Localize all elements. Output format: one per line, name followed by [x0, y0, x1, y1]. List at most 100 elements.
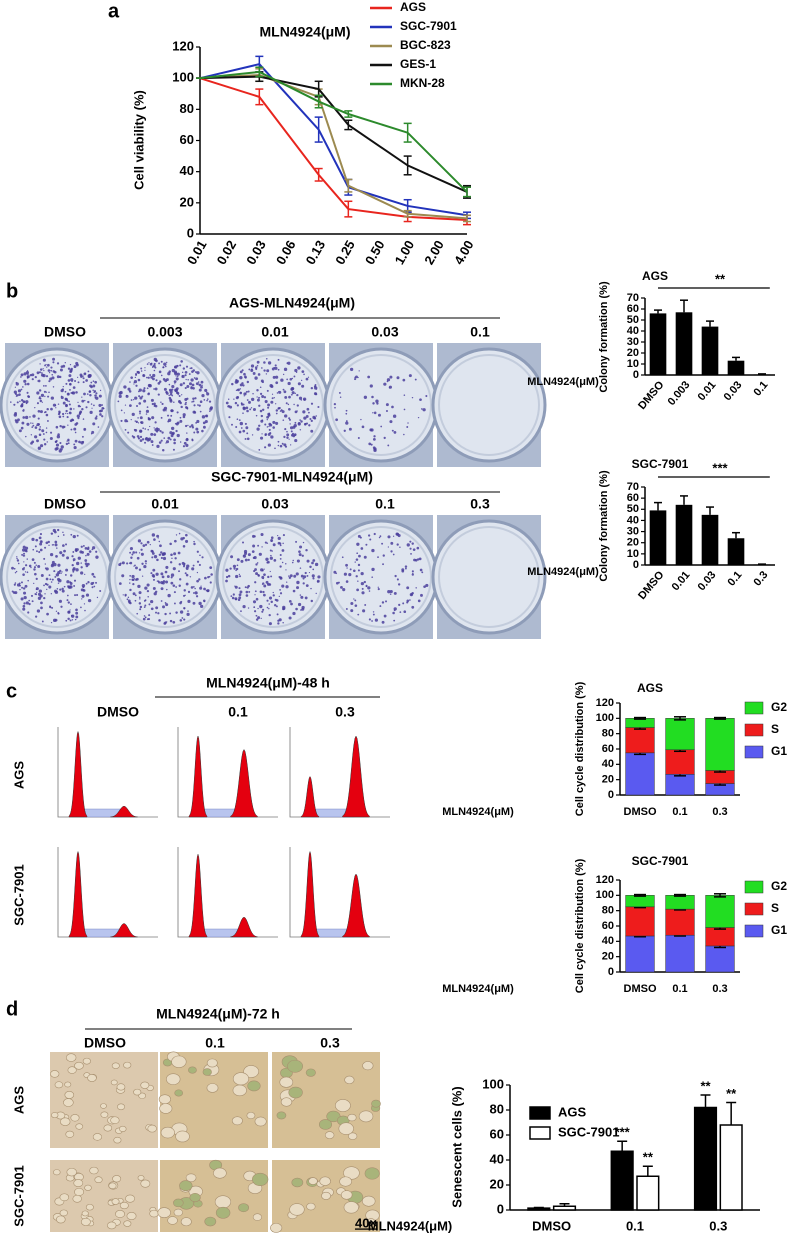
colony-dot — [152, 568, 156, 572]
colony-dot — [251, 434, 254, 436]
colony-dot — [174, 422, 177, 425]
colony-dot — [125, 394, 128, 397]
magnification: 40× — [355, 1215, 377, 1230]
bar — [727, 360, 745, 375]
colony-dot — [20, 581, 23, 584]
colony-dot — [158, 370, 162, 374]
colony-dot — [83, 392, 86, 396]
colony-dot — [51, 376, 55, 380]
colony-dot — [201, 429, 204, 433]
colony-dot — [33, 568, 36, 571]
colony-dot — [260, 379, 264, 383]
colony-dot — [356, 588, 359, 592]
colony-dot — [409, 540, 412, 543]
colony-dot — [155, 359, 158, 363]
colony-dot — [34, 435, 38, 439]
colony-dot — [138, 602, 142, 605]
cell — [213, 1167, 227, 1179]
colony-dot — [26, 391, 29, 394]
colony-dot — [355, 558, 359, 561]
colony-dot — [257, 573, 260, 577]
colony-dot — [117, 400, 120, 403]
colony-dot — [39, 444, 44, 448]
cell — [321, 1191, 331, 1200]
colony-dot — [242, 412, 244, 414]
colony-dot — [45, 384, 47, 387]
colony-dot — [389, 593, 392, 595]
cell — [280, 1097, 293, 1107]
colony-dot — [195, 595, 199, 598]
colony-dot — [75, 615, 79, 619]
colony-dot — [373, 411, 377, 415]
colony-dot — [17, 418, 20, 422]
colony-dot — [31, 537, 35, 541]
colony-dot — [76, 561, 80, 566]
colony-dot — [40, 393, 45, 397]
cell — [334, 1099, 351, 1112]
significance-label: ** — [726, 1086, 737, 1101]
colony-dot — [13, 567, 16, 570]
colony-dot — [239, 575, 242, 578]
colony-dot — [381, 601, 385, 604]
colony-dot — [135, 566, 138, 570]
bar-segment — [665, 934, 695, 973]
colony-dot — [121, 561, 125, 565]
colony-dot — [149, 425, 151, 428]
colony-dot — [297, 421, 301, 425]
colony-dot — [279, 444, 283, 448]
dish — [0, 519, 115, 635]
colony-dot — [265, 357, 268, 360]
colony-dot — [243, 395, 245, 397]
colony-dot — [309, 565, 312, 569]
colony-dot — [90, 403, 93, 405]
colony-dot — [256, 398, 260, 402]
colony-dot — [21, 553, 24, 556]
colony-dot — [387, 444, 390, 447]
colony-dot — [361, 591, 365, 595]
cell — [123, 1220, 132, 1227]
colony-dot — [242, 406, 246, 410]
colony-dot — [277, 622, 280, 625]
colony-dot — [137, 422, 140, 424]
colony-dot — [265, 580, 269, 584]
colony-dot — [360, 418, 362, 421]
colony-dot — [91, 586, 94, 589]
colony-dot — [151, 416, 155, 420]
colony-dot — [239, 383, 243, 387]
colony-dot — [240, 402, 243, 404]
dish — [107, 519, 223, 635]
colony-dot — [44, 593, 46, 595]
colony-dot — [80, 588, 84, 592]
colony-dot — [361, 587, 364, 590]
colony-dot — [357, 534, 361, 538]
colony-dot — [277, 534, 279, 537]
colony-dot — [44, 395, 46, 398]
colony-dot — [403, 394, 406, 396]
colony-dot — [264, 423, 267, 426]
colony-dot — [180, 360, 183, 363]
colony-dot — [260, 414, 264, 418]
colony-dot — [56, 362, 60, 365]
cell — [149, 1209, 159, 1218]
colony-dot — [168, 394, 170, 397]
y-tick-label: 60 — [627, 303, 639, 315]
colony-dot — [406, 599, 410, 603]
colony-dot — [416, 558, 420, 561]
colony-dot — [38, 389, 42, 392]
cell — [343, 1166, 360, 1180]
colony-dot — [44, 411, 47, 413]
colony-dot — [62, 415, 65, 418]
colony-dot — [196, 371, 200, 375]
colony-dot — [254, 568, 257, 571]
colony-dot — [190, 367, 193, 370]
colony-dot — [55, 554, 58, 558]
colony-dot — [74, 618, 77, 621]
bar — [649, 313, 667, 375]
colony-dot — [142, 389, 146, 393]
colony-dot — [183, 589, 186, 592]
legend-swatch — [529, 1106, 551, 1120]
colony-dot — [156, 558, 159, 562]
colony-dot — [281, 549, 285, 552]
colony-dot — [60, 396, 64, 400]
colony-dot — [77, 381, 80, 384]
